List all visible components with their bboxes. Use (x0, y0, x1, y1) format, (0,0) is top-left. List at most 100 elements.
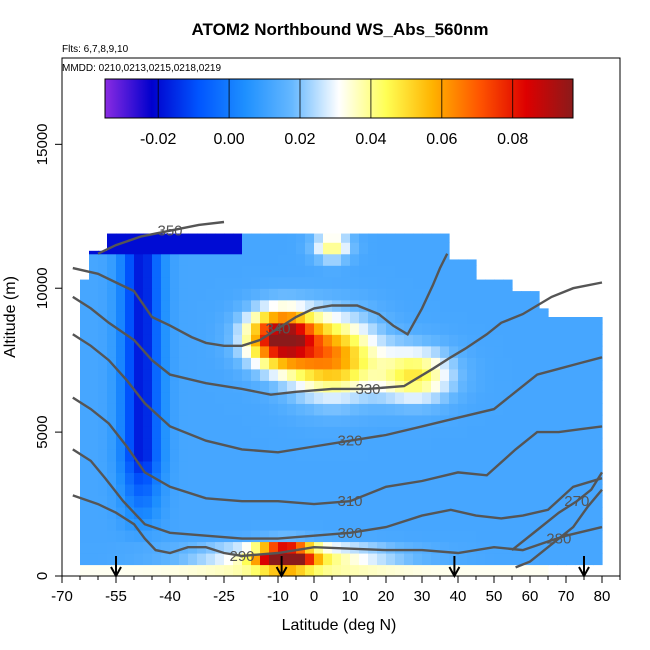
x-tick-label: 70 (558, 588, 575, 605)
heatmap-cell (440, 552, 450, 566)
heatmap-cell (404, 529, 414, 543)
heatmap-cell (395, 242, 405, 255)
heatmap-cell (485, 368, 495, 381)
heatmap-cell (215, 495, 225, 508)
heatmap-cell (242, 403, 252, 416)
heatmap-cell (377, 483, 387, 497)
heatmap-cell (539, 483, 549, 497)
heatmap-cell (359, 322, 369, 335)
heatmap-cell (152, 345, 162, 358)
heatmap-cell (107, 368, 117, 381)
heatmap-cell (413, 265, 423, 278)
heatmap-cell (413, 322, 423, 335)
heatmap-cell (386, 288, 396, 301)
heatmap-cell (323, 472, 333, 485)
heatmap-cell (206, 233, 216, 243)
heatmap-cell (179, 345, 189, 358)
heatmap-cell (89, 391, 99, 404)
heatmap-cell (494, 357, 504, 370)
heatmap-cell (80, 391, 90, 404)
heatmap-cell (359, 564, 369, 577)
heatmap-cell (593, 495, 603, 508)
heatmap-cell (593, 414, 603, 427)
theta-contour-label: 310 (337, 493, 362, 510)
heatmap-cell (242, 242, 252, 255)
heatmap-cell (521, 414, 531, 427)
heatmap-cell (314, 299, 324, 312)
heatmap-cell (485, 495, 495, 508)
heatmap-cell (449, 437, 459, 450)
heatmap-cell (467, 345, 477, 358)
heatmap-cell (359, 391, 369, 404)
heatmap-cell (143, 334, 153, 347)
heatmap-cell (503, 357, 513, 370)
heatmap-cell (242, 322, 252, 335)
heatmap-cell (494, 288, 504, 301)
heatmap-cell (305, 414, 315, 427)
heatmap-cell (584, 483, 594, 497)
heatmap-cell (431, 529, 441, 543)
heatmap-cell (80, 403, 90, 416)
heatmap-cell (305, 391, 315, 404)
heatmap-cell (260, 460, 270, 473)
heatmap-cell (440, 472, 450, 485)
heatmap-cell (116, 541, 126, 554)
heatmap-cell (395, 414, 405, 427)
heatmap-cell (377, 460, 387, 473)
heatmap-cell (188, 495, 198, 508)
heatmap-cell (521, 495, 531, 508)
heatmap-cell (251, 253, 261, 266)
heatmap-cell (323, 460, 333, 473)
heatmap-cell (476, 449, 486, 462)
colorbar-ticks: -0.02 0.00 0.02 0.04 0.06 0.08 (140, 79, 528, 148)
heatmap-cell (134, 483, 144, 497)
heatmap-cell (269, 426, 279, 439)
heatmap-cell (224, 391, 234, 404)
heatmap-cell (215, 483, 225, 497)
heatmap-cell (368, 495, 378, 508)
heatmap-cell (125, 380, 135, 393)
heatmap-cell (512, 322, 522, 335)
heatmap-cell (296, 242, 306, 255)
heatmap-cell (521, 403, 531, 416)
heatmap-cell (494, 414, 504, 427)
heatmap-cell (512, 380, 522, 393)
heatmap-cell (395, 334, 405, 347)
x-axis: -70 -55 -40 -25 -10 0 10 20 30 40 50 60 70 80 (51, 576, 621, 605)
heatmap-cell (269, 483, 279, 497)
heatmap-cell (467, 541, 477, 554)
heatmap-cell (314, 276, 324, 289)
heatmap-cell (458, 518, 468, 531)
heatmap-cell (413, 483, 423, 497)
heatmap-cell (386, 233, 396, 243)
heatmap-cell (557, 518, 567, 531)
heatmap-cell (476, 403, 486, 416)
heatmap-cell (80, 460, 90, 473)
heatmap-cell (368, 552, 378, 566)
heatmap-cell (314, 483, 324, 497)
heatmap-cell (233, 391, 243, 404)
heatmap-cell (116, 265, 126, 278)
heatmap-cell (431, 414, 441, 427)
heatmap-cell (332, 276, 342, 289)
heatmap-cell (575, 380, 585, 393)
heatmap-cell (404, 391, 414, 404)
heatmap-cell (98, 552, 108, 566)
heatmap-cell (503, 564, 513, 577)
heatmap-cell (512, 506, 522, 520)
heatmap-cell (170, 357, 180, 370)
heatmap-cell (503, 311, 513, 324)
heatmap-cell (575, 317, 585, 324)
heatmap-cell (530, 495, 540, 508)
heatmap-cell (305, 564, 315, 577)
heatmap-cell (278, 564, 288, 577)
heatmap-cell (593, 552, 603, 566)
heatmap-cell (305, 288, 315, 301)
heatmap-cell (278, 265, 288, 278)
heatmap-cell (377, 265, 387, 278)
heatmap-cell (161, 334, 171, 347)
heatmap-cell (161, 253, 171, 266)
heatmap-cell (503, 288, 513, 301)
heatmap-cell (80, 345, 90, 358)
